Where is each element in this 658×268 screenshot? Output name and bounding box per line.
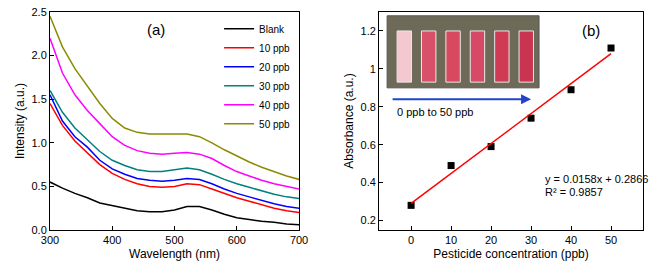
svg-text:1.2: 1.2 bbox=[361, 25, 376, 37]
svg-text:50 ppb: 50 ppb bbox=[259, 119, 290, 130]
svg-text:50: 50 bbox=[605, 234, 617, 246]
svg-text:Wavelength (nm): Wavelength (nm) bbox=[129, 247, 220, 261]
svg-text:Absorbance (a.u.): Absorbance (a.u.) bbox=[342, 73, 356, 168]
svg-text:0.8: 0.8 bbox=[361, 101, 376, 113]
svg-text:30 ppb: 30 ppb bbox=[259, 81, 290, 92]
svg-text:40 ppb: 40 ppb bbox=[259, 100, 290, 111]
svg-text:10 ppb: 10 ppb bbox=[259, 43, 290, 54]
svg-text:0.2: 0.2 bbox=[361, 214, 376, 226]
svg-text:20 ppb: 20 ppb bbox=[259, 62, 290, 73]
svg-text:Blank: Blank bbox=[259, 24, 285, 35]
svg-text:Pesticide concentration (ppb): Pesticide concentration (ppb) bbox=[433, 247, 588, 261]
svg-text:Intensity (a.u.): Intensity (a.u.) bbox=[13, 83, 27, 159]
svg-text:10: 10 bbox=[445, 234, 457, 246]
svg-text:0.6: 0.6 bbox=[361, 139, 376, 151]
svg-text:600: 600 bbox=[228, 234, 246, 246]
svg-text:1.0: 1.0 bbox=[32, 137, 47, 149]
svg-text:R² = 0.9857: R² = 0.9857 bbox=[545, 186, 603, 198]
svg-text:500: 500 bbox=[165, 234, 183, 246]
svg-text:0.0: 0.0 bbox=[32, 224, 47, 236]
svg-text:0 ppb to 50 ppb: 0 ppb to 50 ppb bbox=[397, 106, 473, 118]
svg-text:40: 40 bbox=[565, 234, 577, 246]
svg-text:2.0: 2.0 bbox=[32, 49, 47, 61]
svg-text:700: 700 bbox=[290, 234, 308, 246]
svg-text:300: 300 bbox=[41, 234, 59, 246]
svg-text:(b): (b) bbox=[582, 22, 600, 39]
svg-text:(a): (a) bbox=[147, 21, 165, 38]
svg-text:2.5: 2.5 bbox=[32, 6, 47, 18]
svg-text:30: 30 bbox=[525, 234, 537, 246]
svg-text:0.4: 0.4 bbox=[361, 176, 376, 188]
svg-text:0: 0 bbox=[408, 234, 414, 246]
svg-text:1: 1 bbox=[370, 63, 376, 75]
svg-text:400: 400 bbox=[103, 234, 121, 246]
svg-text:1.5: 1.5 bbox=[32, 93, 47, 105]
svg-text:20: 20 bbox=[485, 234, 497, 246]
svg-text:y = 0.0158x + 0.2866: y = 0.0158x + 0.2866 bbox=[545, 173, 648, 185]
svg-text:0.5: 0.5 bbox=[32, 180, 47, 192]
